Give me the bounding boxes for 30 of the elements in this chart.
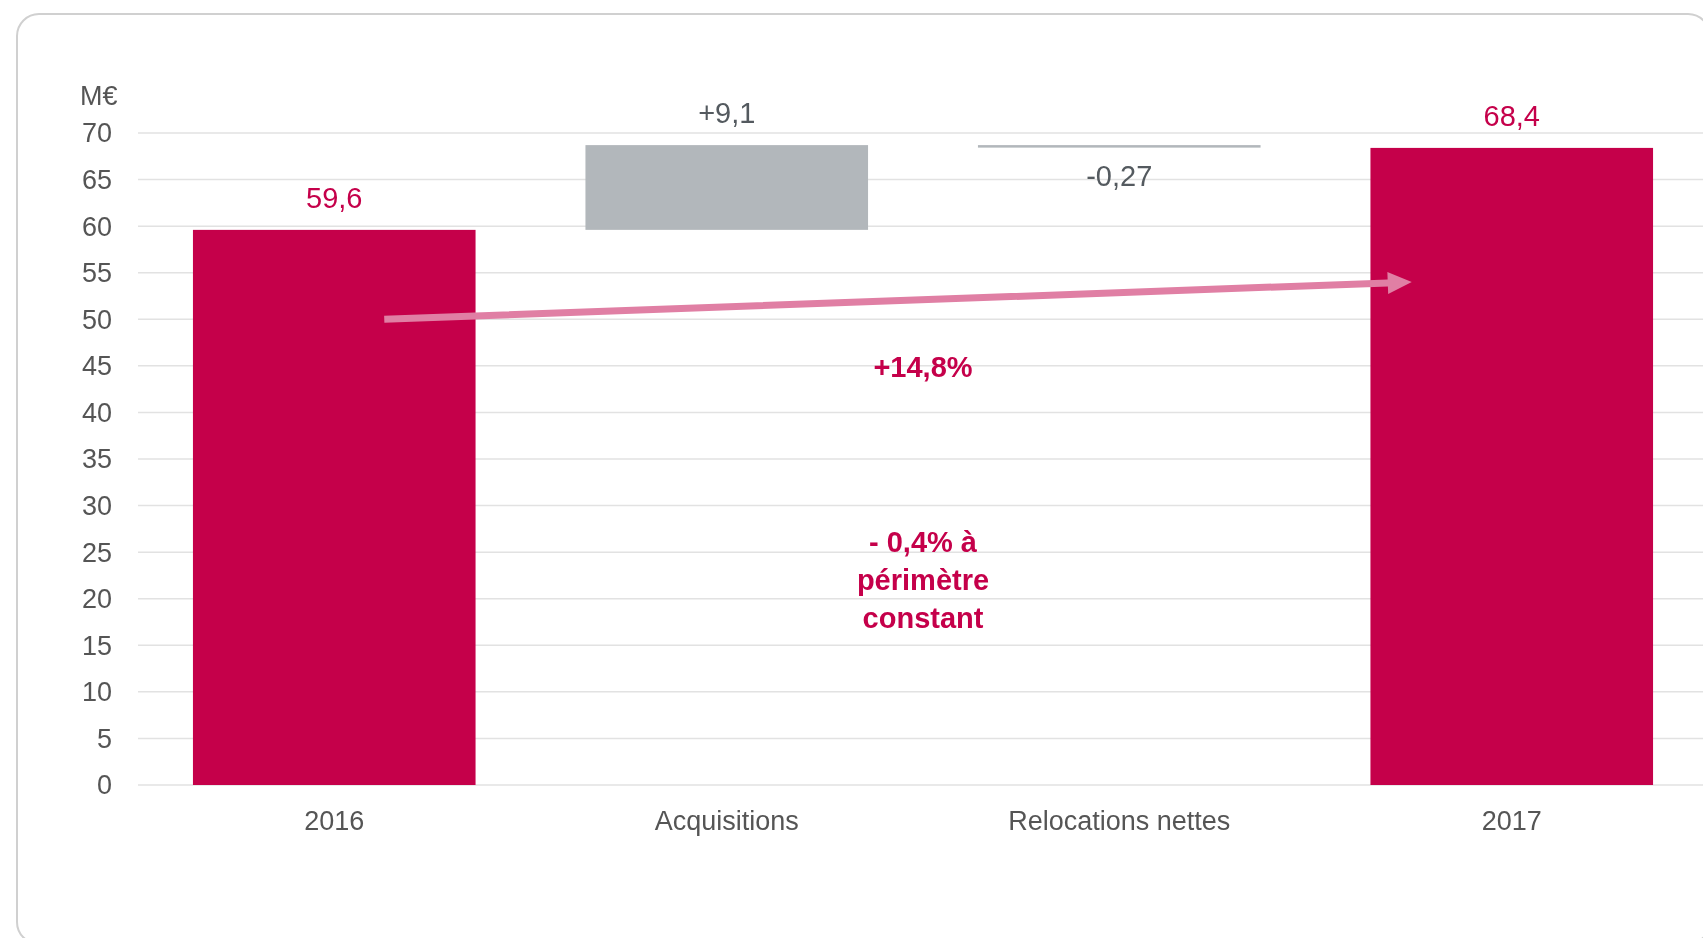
x-tick-label: 2016 <box>304 806 365 836</box>
y-tick-label: 30 <box>81 491 112 522</box>
y-tick-label: 65 <box>81 165 112 196</box>
bar <box>1370 147 1654 785</box>
y-tick-label: 45 <box>81 351 112 382</box>
y-tick-label: 5 <box>96 723 112 754</box>
y-tick-label: 20 <box>81 584 112 615</box>
x-tick-label: 2017 <box>1481 806 1542 836</box>
annotation: +14,8% <box>873 350 973 383</box>
bar <box>585 145 869 230</box>
y-tick-label: 60 <box>81 211 112 242</box>
data-label: -0,27 <box>1086 159 1153 192</box>
x-tick-label: Acquisitions <box>654 806 799 836</box>
data-label: 68,4 <box>1483 99 1540 132</box>
y-tick-label: 15 <box>81 630 112 661</box>
bar <box>192 229 476 785</box>
data-label: +9,1 <box>698 97 756 130</box>
y-axis-title: M€ <box>80 81 118 111</box>
y-tick-label: 55 <box>81 258 112 289</box>
y-tick-label: 25 <box>81 537 112 568</box>
y-tick-label: 50 <box>81 304 112 335</box>
x-tick-label: Relocations nettes <box>1008 806 1231 836</box>
data-label: 59,6 <box>306 181 363 214</box>
y-tick-label: 70 <box>81 118 112 149</box>
bar <box>977 145 1261 148</box>
y-tick-label: 10 <box>81 677 112 708</box>
annotation: - 0,4% à périmètre constant <box>856 526 990 635</box>
y-tick-label: 0 <box>96 770 112 801</box>
y-tick-label: 40 <box>81 397 112 428</box>
y-tick-label: 35 <box>81 444 112 475</box>
